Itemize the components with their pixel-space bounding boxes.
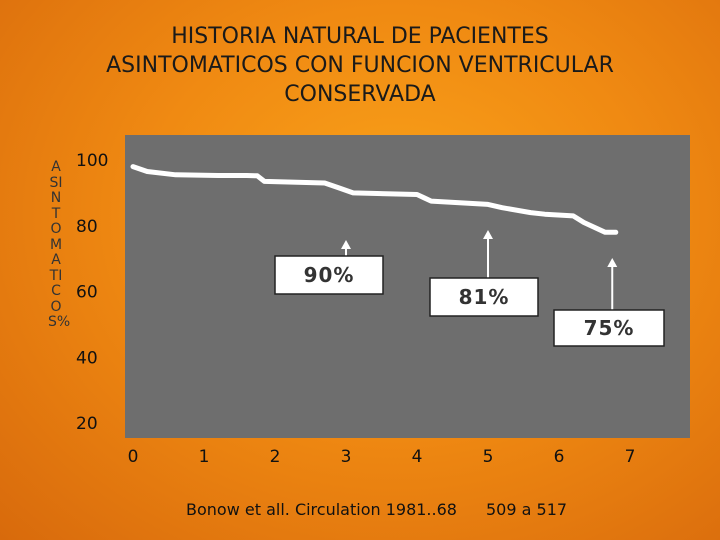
annotation-label: 75%: [584, 316, 635, 340]
footer-reference: Bonow et all. Circulation 1981..68: [186, 500, 457, 519]
y-tick-label: 60: [76, 283, 98, 303]
title-line-1: HISTORIA NATURAL DE PACIENTES: [171, 24, 549, 49]
x-tick-labels: 0 1 2 3 4 5 6 7: [128, 447, 636, 467]
annotation: 90%: [274, 240, 384, 295]
x-tick-label: 1: [199, 447, 210, 467]
y-tick-label: 20: [76, 414, 98, 434]
annotation-box: [274, 255, 384, 295]
y-tick-label: 100: [76, 151, 108, 171]
y-tick-label: 40: [76, 348, 98, 368]
y-axis-label: ASINTOMATICOS%: [48, 159, 71, 330]
annotation-box: [553, 309, 665, 347]
footer-pages: 509 a 517: [486, 500, 568, 519]
x-tick-label: 5: [483, 447, 494, 467]
y-tick-labels: 100 80 60 40 20: [76, 151, 108, 434]
x-tick-label: 0: [128, 447, 139, 467]
annotation: 81%: [429, 230, 539, 317]
title-line-3: CONSERVADA: [284, 82, 436, 107]
annotation-label: 81%: [459, 285, 510, 309]
plot-area: [125, 135, 690, 438]
slide-title: HISTORIA NATURAL DE PACIENTES ASINTOMATI…: [0, 22, 720, 109]
annotation-arrow-head: [341, 240, 351, 249]
title-line-2: ASINTOMATICOS CON FUNCION VENTRICULAR: [106, 53, 614, 78]
x-tick-label: 7: [625, 447, 636, 467]
annotations-group: 90% 81% 75%: [274, 230, 665, 347]
y-tick-label: 80: [76, 217, 98, 237]
survival-line: [130, 164, 619, 235]
x-tick-label: 4: [412, 447, 423, 467]
annotation-arrow-head: [483, 230, 493, 239]
x-tick-label: 2: [270, 447, 281, 467]
x-tick-label: 6: [554, 447, 565, 467]
series-group: [130, 164, 619, 235]
annotation-label: 90%: [304, 263, 355, 287]
x-tick-label: 3: [341, 447, 352, 467]
annotation-arrow-head: [607, 258, 618, 267]
annotation-box: [429, 277, 539, 317]
annotation: 75%: [553, 258, 665, 347]
